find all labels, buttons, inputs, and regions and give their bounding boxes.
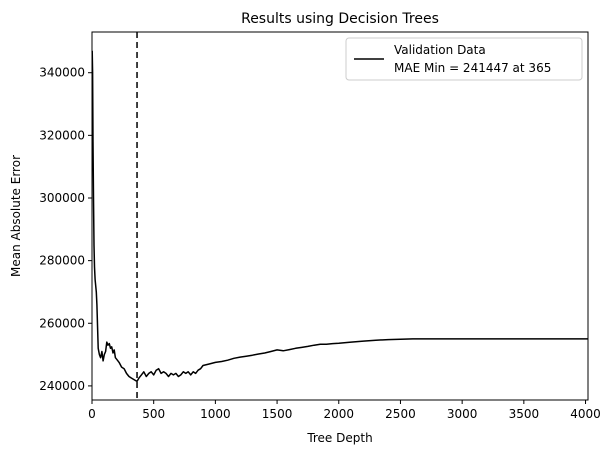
- x-tick-label: 1000: [200, 407, 231, 421]
- x-tick-label: 2500: [385, 407, 416, 421]
- legend: Validation Data MAE Min = 241447 at 365: [345, 37, 583, 81]
- y-tick-label: 300000: [39, 191, 85, 205]
- y-tick-label: 280000: [39, 254, 85, 268]
- legend-label-series: Validation Data: [394, 43, 486, 57]
- x-tick-label: 0: [88, 407, 96, 421]
- chart-title: Results using Decision Trees: [241, 11, 439, 27]
- x-tick-label: 1500: [262, 407, 293, 421]
- legend-label-min: MAE Min = 241447 at 365: [394, 61, 551, 75]
- x-tick-label: 3000: [447, 407, 478, 421]
- y-tick-label: 320000: [39, 128, 85, 142]
- plot-area: [91, 31, 589, 401]
- legend-box: [345, 37, 583, 81]
- x-tick-label: 2000: [323, 407, 354, 421]
- y-tick-label: 260000: [39, 316, 85, 330]
- y-tick-label: 240000: [39, 379, 85, 393]
- plot-marks: [91, 32, 588, 400]
- x-axis: 0 500 1000 1500 2000 2500 3000 3500 4000: [88, 400, 601, 421]
- y-axis: 240000 260000 280000 300000 320000 340000: [39, 66, 92, 393]
- x-tick-label: 3500: [509, 407, 540, 421]
- y-tick-label: 340000: [39, 66, 85, 80]
- x-tick-label: 500: [142, 407, 165, 421]
- series-line-validation: [91, 50, 588, 383]
- x-axis-title: Tree Depth: [306, 431, 372, 445]
- y-axis-title: Mean Absolute Error: [9, 155, 23, 277]
- x-tick-label: 4000: [570, 407, 601, 421]
